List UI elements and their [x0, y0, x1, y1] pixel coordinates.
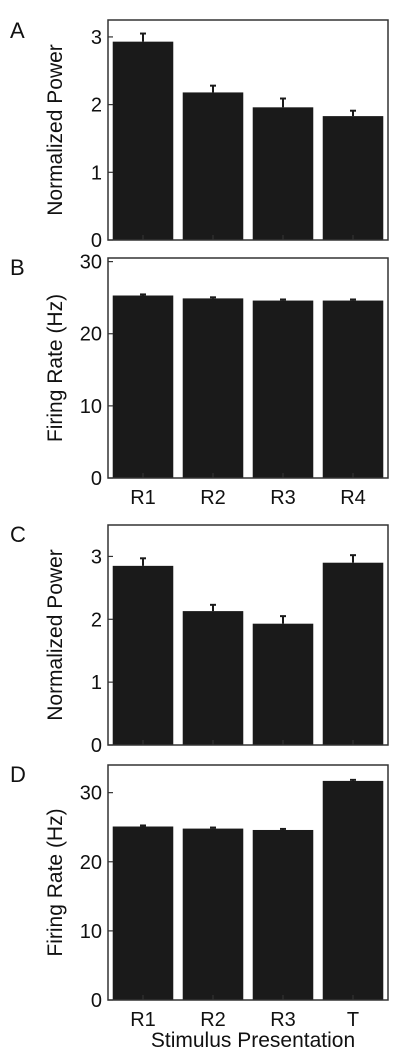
axes-frame-c: [107, 524, 389, 746]
y-tick-label-c: 1: [91, 672, 102, 694]
bar-c-t: [322, 562, 384, 745]
bar-b-r2: [182, 298, 244, 478]
y-tick-label-c: 3: [91, 546, 102, 568]
bar-a-r1: [112, 41, 174, 240]
y-tick-label-b: 10: [80, 396, 102, 418]
bar-d-r1: [112, 826, 174, 1000]
y-tick-label-c: 2: [91, 609, 102, 631]
y-axis-label-c: Normalized Power: [44, 549, 67, 721]
y-tick-label-a: 0: [91, 230, 102, 252]
y-tick-label-a: 2: [91, 95, 102, 117]
x-tick-label-d: T: [347, 1009, 359, 1031]
x-tick-label-b: R3: [270, 487, 296, 509]
y-tick-label-a: 3: [91, 27, 102, 49]
bar-b-r3: [252, 300, 314, 478]
bar-c-r3: [252, 623, 314, 745]
bar-a-r2: [182, 92, 244, 241]
axes-frame-d: [107, 764, 389, 1001]
y-axis-label-a: Normalized Power: [44, 44, 67, 216]
x-tick-label-d: R3: [270, 1009, 296, 1031]
y-tick-label-d: 30: [80, 783, 102, 805]
axes-frame-a: [107, 19, 389, 241]
bar-c-r2: [182, 611, 244, 745]
y-tick-label-d: 20: [80, 852, 102, 874]
panel-letter-b: B: [10, 255, 25, 280]
panel-letter-a: A: [10, 18, 25, 43]
x-tick-label-d: R2: [200, 1009, 226, 1031]
y-axis-label-d: Firing Rate (Hz): [44, 808, 67, 956]
bar-b-r1: [112, 295, 174, 478]
axes-frame-b: [107, 257, 389, 479]
y-tick-label-b: 0: [91, 468, 102, 490]
x-tick-label-b: R2: [200, 487, 226, 509]
y-tick-label-c: 0: [91, 735, 102, 757]
y-tick-label-b: 20: [80, 324, 102, 346]
bar-c-r1: [112, 565, 174, 745]
panel-letter-d: D: [10, 762, 26, 787]
bar-d-r2: [182, 828, 244, 1000]
x-tick-label-d: R1: [130, 1009, 156, 1031]
y-tick-label-d: 10: [80, 921, 102, 943]
panel-letter-c: C: [10, 522, 26, 547]
figure-xlabel: Stimulus Presentation: [150, 1029, 356, 1052]
x-tick-label-b: R1: [130, 487, 156, 509]
x-tick-label-b: R4: [340, 487, 366, 509]
bar-a-r4: [322, 116, 384, 240]
y-axis-label-b: Firing Rate (Hz): [44, 294, 67, 442]
y-tick-label-b: 30: [80, 252, 102, 274]
y-tick-label-a: 1: [91, 162, 102, 184]
y-tick-label-d: 0: [91, 990, 102, 1012]
bar-a-r3: [252, 107, 314, 240]
bar-b-r4: [322, 300, 384, 478]
bar-d-t: [322, 780, 384, 1000]
bar-d-r3: [252, 829, 314, 1000]
